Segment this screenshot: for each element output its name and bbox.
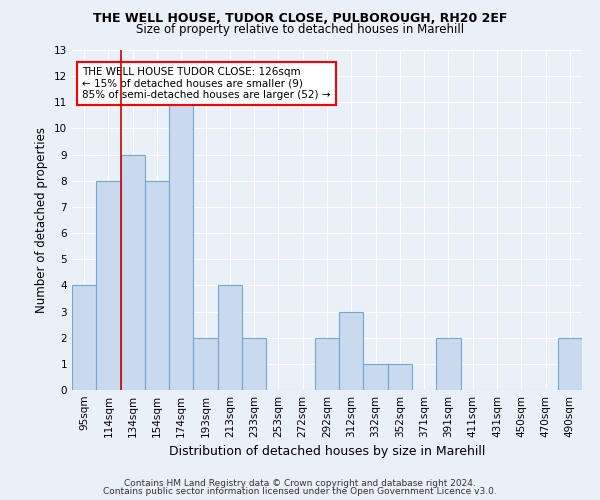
Bar xyxy=(315,338,339,390)
Text: Contains public sector information licensed under the Open Government Licence v3: Contains public sector information licen… xyxy=(103,487,497,496)
Bar xyxy=(72,286,96,390)
Bar xyxy=(121,154,145,390)
Y-axis label: Number of detached properties: Number of detached properties xyxy=(35,127,49,313)
Bar xyxy=(169,102,193,390)
Bar xyxy=(364,364,388,390)
Bar xyxy=(96,181,121,390)
X-axis label: Distribution of detached houses by size in Marehill: Distribution of detached houses by size … xyxy=(169,446,485,458)
Bar xyxy=(242,338,266,390)
Bar xyxy=(558,338,582,390)
Bar xyxy=(436,338,461,390)
Bar xyxy=(145,181,169,390)
Text: THE WELL HOUSE, TUDOR CLOSE, PULBOROUGH, RH20 2EF: THE WELL HOUSE, TUDOR CLOSE, PULBOROUGH,… xyxy=(93,12,507,26)
Text: Size of property relative to detached houses in Marehill: Size of property relative to detached ho… xyxy=(136,22,464,36)
Bar xyxy=(193,338,218,390)
Bar xyxy=(339,312,364,390)
Text: THE WELL HOUSE TUDOR CLOSE: 126sqm
← 15% of detached houses are smaller (9)
85% : THE WELL HOUSE TUDOR CLOSE: 126sqm ← 15%… xyxy=(82,67,331,100)
Bar xyxy=(388,364,412,390)
Text: Contains HM Land Registry data © Crown copyright and database right 2024.: Contains HM Land Registry data © Crown c… xyxy=(124,478,476,488)
Bar xyxy=(218,286,242,390)
